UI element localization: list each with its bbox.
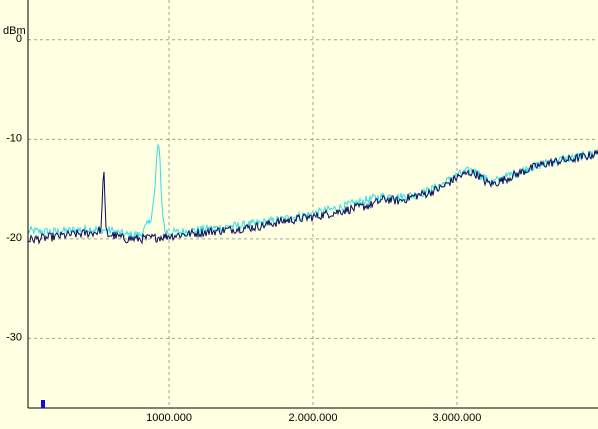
y-tick-label-2: -20 — [6, 232, 22, 244]
x-tick-label-1: 2.000.000 — [289, 412, 338, 424]
y-tick-label-0: 0 — [16, 33, 22, 45]
y-tick-label-3: -30 — [6, 331, 22, 343]
grid-lines — [28, 0, 598, 408]
x-tick-labels: 1000.000 2.000.000 3.000.000 — [146, 412, 481, 424]
x-tick-label-0: 1000.000 — [146, 412, 192, 424]
scroll-marker[interactable] — [41, 400, 45, 408]
series-layer — [27, 143, 598, 245]
y-tick-labels: 0 -10 -20 -30 — [6, 33, 22, 344]
y-tick-label-1: -10 — [6, 132, 22, 144]
series-line-0 — [27, 148, 598, 245]
x-tick-label-2: 3.000.000 — [432, 412, 481, 424]
y-axis-label: dBm — [3, 25, 26, 37]
